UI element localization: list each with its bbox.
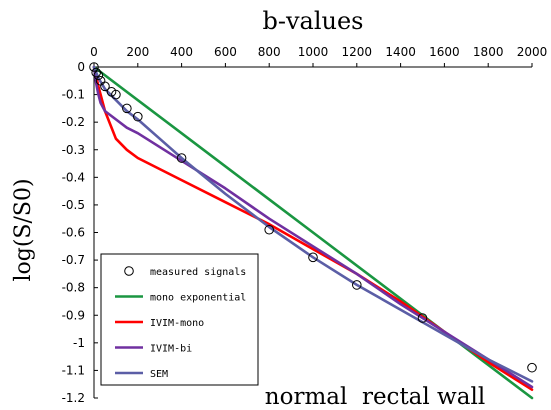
y-tick-label: -1 bbox=[73, 336, 85, 350]
x-tick-label: 1400 bbox=[385, 45, 416, 59]
y-tick-label: -0.3 bbox=[62, 143, 85, 157]
x-tick-label: 600 bbox=[214, 45, 237, 59]
series-lines bbox=[92, 65, 534, 400]
y-tick-label: -0.5 bbox=[62, 198, 85, 212]
y-axis-label: log(S/S0) bbox=[11, 178, 36, 281]
measured-point bbox=[91, 67, 101, 78]
chart-annotation: normal rectal wall bbox=[265, 384, 485, 410]
measured-point bbox=[176, 153, 187, 163]
legend-label: SEM bbox=[150, 369, 168, 380]
measured-point bbox=[417, 313, 428, 323]
legend-label: mono exponential bbox=[150, 293, 246, 304]
x-tick-label: 1000 bbox=[298, 45, 329, 59]
measured-point bbox=[133, 111, 143, 122]
measured-point bbox=[111, 89, 121, 100]
legend-box bbox=[100, 253, 259, 386]
measured-point bbox=[352, 280, 362, 290]
x-tick-label: 800 bbox=[258, 45, 281, 59]
measured-point bbox=[100, 81, 110, 92]
y-tick-label: -0.9 bbox=[62, 308, 85, 322]
x-tick-label: 200 bbox=[126, 45, 149, 59]
y-tick-label: -0.2 bbox=[62, 115, 85, 129]
legend-label: IVIM-bi bbox=[150, 344, 192, 355]
x-tick-label: 1200 bbox=[342, 45, 373, 59]
measured-point bbox=[89, 62, 99, 72]
x-ticks: 0 200 400 600 800 1000 1200 1400 1600 1800 2000 bbox=[90, 45, 547, 67]
measured-point bbox=[122, 103, 132, 114]
x-tick-label: 1800 bbox=[473, 45, 504, 59]
series-line-ivim-bi bbox=[92, 65, 534, 389]
y-tick-label: -0.7 bbox=[62, 253, 85, 267]
x-tick-label: 400 bbox=[170, 45, 193, 59]
y-tick-label: -1.2 bbox=[62, 391, 85, 405]
y-tick-label: -0.6 bbox=[62, 226, 85, 240]
legend-label: measured signals bbox=[150, 267, 246, 278]
x-tick-label: 1600 bbox=[429, 45, 460, 59]
measured-point bbox=[264, 224, 275, 235]
measured-point bbox=[527, 362, 537, 373]
x-tick-label: 0 bbox=[90, 45, 98, 59]
legend: measured signals mono exponential IVIM-mon… bbox=[100, 253, 259, 386]
x-axis-label: b-values bbox=[263, 7, 364, 35]
y-tick-label: -0.8 bbox=[62, 281, 85, 295]
legend-label: IVIM-mono bbox=[150, 318, 204, 329]
y-tick-label: 0 bbox=[77, 60, 85, 74]
y-tick-label: -0.1 bbox=[62, 88, 85, 102]
legend-marker-measured-signals bbox=[124, 266, 134, 276]
y-tick-label: -0.4 bbox=[62, 170, 85, 184]
y-tick-label: -1.1 bbox=[62, 363, 85, 377]
y-ticks: 0 -0.1 -0.2 -0.3 -0.4 -0.5 -0.6 -0.7 -0.8 -0.9 -1 -… bbox=[62, 60, 98, 405]
x-tick-label: 2000 bbox=[517, 45, 548, 59]
measured-points bbox=[89, 62, 537, 373]
measured-point bbox=[308, 252, 318, 263]
measured-point bbox=[93, 70, 104, 81]
